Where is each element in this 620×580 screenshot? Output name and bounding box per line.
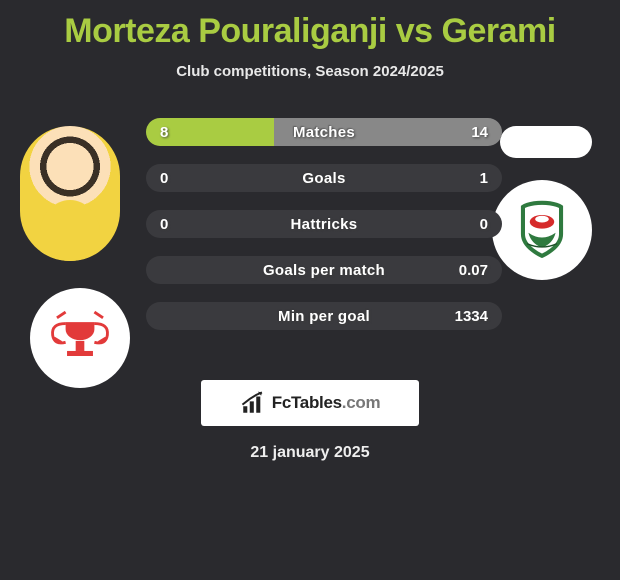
stat-value-left: 0 [160, 210, 168, 238]
stat-label: Matches [146, 118, 502, 146]
logo-text-suffix: .com [342, 393, 380, 412]
logo-text: FcTables.com [272, 393, 381, 413]
stat-value-left: 0 [160, 164, 168, 192]
stat-bar-row: Min per goal1334 [146, 302, 502, 330]
stat-value-left: 8 [160, 118, 168, 146]
site-logo[interactable]: FcTables.com [201, 380, 419, 426]
page-title: Morteza Pouraliganji vs Gerami [10, 12, 610, 51]
date-label: 21 january 2025 [10, 444, 610, 462]
stat-value-right: 14 [471, 118, 488, 146]
club-badge-right [492, 180, 592, 280]
stat-label: Goals per match [146, 256, 502, 284]
stat-value-right: 0 [480, 210, 488, 238]
stat-value-right: 0.07 [459, 256, 488, 284]
stat-value-right: 1334 [455, 302, 488, 330]
chart-icon [240, 390, 266, 416]
stat-bars: Matches814Goals01Hattricks00Goals per ma… [146, 118, 502, 348]
comparison-area: Matches814Goals01Hattricks00Goals per ma… [10, 108, 610, 368]
stat-label: Min per goal [146, 302, 502, 330]
stat-bar-row: Matches8 14 [146, 118, 502, 146]
club-badge-left [30, 288, 130, 388]
player-photo-left [20, 126, 120, 261]
shield-icon [508, 196, 576, 264]
stat-bar-row: Goals0 1 [146, 164, 502, 192]
stat-value-right: 1 [480, 164, 488, 192]
comparison-card: Morteza Pouraliganji vs Gerami Club comp… [0, 0, 620, 470]
stat-label: Goals [146, 164, 502, 192]
logo-text-main: FcTables [272, 393, 342, 412]
player-photo-right [500, 126, 592, 158]
stat-bar-row: Hattricks0 0 [146, 210, 502, 238]
trophy-icon [44, 302, 116, 374]
page-subtitle: Club competitions, Season 2024/2025 [10, 63, 610, 80]
stat-label: Hattricks [146, 210, 502, 238]
stat-bar-row: Goals per match0.07 [146, 256, 502, 284]
